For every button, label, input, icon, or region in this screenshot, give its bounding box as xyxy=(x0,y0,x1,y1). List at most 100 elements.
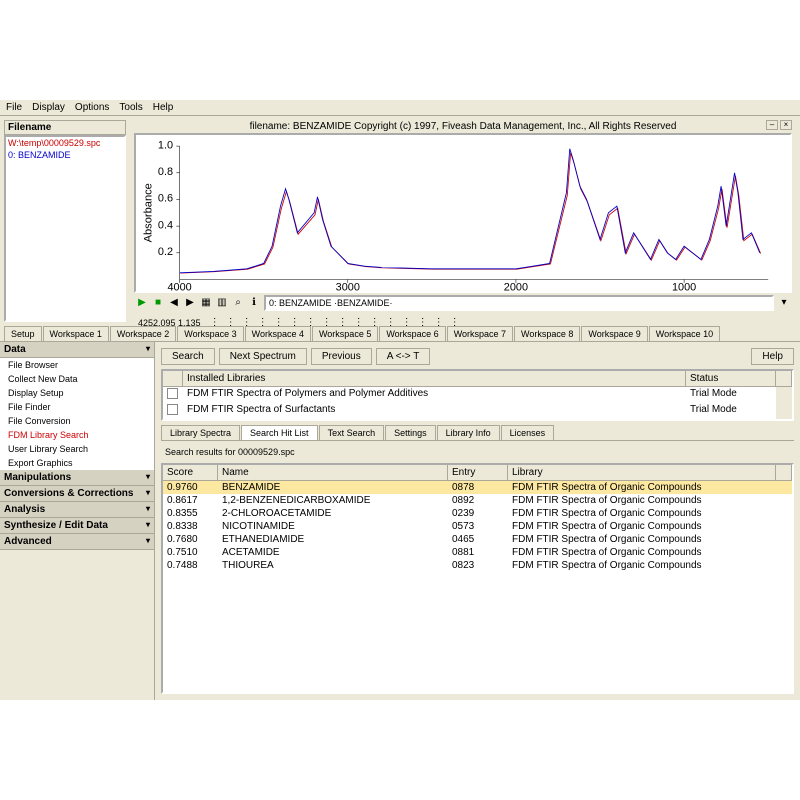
filelist-title: Filename xyxy=(4,120,126,135)
app-window: File Display Options Tools Help Filename W:\… xyxy=(0,100,800,700)
sidebar-item[interactable]: Export Graphics xyxy=(0,456,154,470)
results-header-name[interactable]: Name xyxy=(218,465,448,480)
svg-text:4000: 4000 xyxy=(167,282,191,291)
menu-tools[interactable]: Tools xyxy=(119,102,142,113)
inner-tab-settings[interactable]: Settings xyxy=(385,425,436,440)
inner-tabs: Library SpectraSearch Hit ListText Searc… xyxy=(161,425,794,441)
inner-tab-library-spectra[interactable]: Library Spectra xyxy=(161,425,240,440)
sidebar-section-manipulations[interactable]: Manipulations xyxy=(0,470,154,486)
menu-file[interactable]: File xyxy=(6,102,22,113)
main-panel: SearchNext SpectrumPreviousA <-> T Help I… xyxy=(155,342,800,700)
menubar: File Display Options Tools Help xyxy=(0,100,800,116)
tab-setup[interactable]: Setup xyxy=(4,326,42,341)
sidebar-item[interactable]: FDM Library Search xyxy=(0,428,154,442)
sidebar-section-data[interactable]: Data xyxy=(0,342,154,358)
sidebar-section-conversions-corrections[interactable]: Conversions & Corrections xyxy=(0,486,154,502)
previous-button[interactable]: Previous xyxy=(311,348,372,365)
filelist-panel: Filename W:\temp\00009529.spc0: BENZAMID… xyxy=(0,116,130,326)
workspace-tabs: SetupWorkspace 1Workspace 2Workspace 3Wo… xyxy=(0,326,800,342)
sidebar-item[interactable]: Collect New Data xyxy=(0,372,154,386)
tab-workspace-5[interactable]: Workspace 5 xyxy=(312,326,378,341)
result-row[interactable]: 0.7680ETHANEDIAMIDE0465FDM FTIR Spectra … xyxy=(163,533,792,546)
sidebar-item[interactable]: File Finder xyxy=(0,400,154,414)
lib-header-status[interactable]: Status xyxy=(686,371,776,386)
svg-text:0.4: 0.4 xyxy=(158,219,173,231)
zoom-icon[interactable]: ⌕ xyxy=(230,295,246,311)
tab-workspace-3[interactable]: Workspace 3 xyxy=(177,326,243,341)
inner-tab-text-search[interactable]: Text Search xyxy=(319,425,385,440)
sidebar-section-analysis[interactable]: Analysis xyxy=(0,502,154,518)
tab-workspace-9[interactable]: Workspace 9 xyxy=(581,326,647,341)
svg-text:2000: 2000 xyxy=(504,282,528,291)
result-row[interactable]: 0.7510ACETAMIDE0881FDM FTIR Spectra of O… xyxy=(163,546,792,559)
dropdown-icon[interactable]: ▾ xyxy=(776,295,792,311)
file-item[interactable]: W:\temp\00009529.spc xyxy=(6,137,124,149)
lower-pane: DataFile BrowserCollect New DataDisplay … xyxy=(0,342,800,700)
sidebar-item[interactable]: File Conversion xyxy=(0,414,154,428)
svg-text:1000: 1000 xyxy=(672,282,696,291)
next-icon[interactable]: ▶ xyxy=(182,295,198,311)
chart-close-icon[interactable]: × xyxy=(780,120,792,130)
sidebar-section-advanced[interactable]: Advanced xyxy=(0,534,154,550)
result-row[interactable]: 0.7488THIOUREA0823FDM FTIR Spectra of Or… xyxy=(163,559,792,572)
svg-text:Absorbance: Absorbance xyxy=(142,183,154,242)
prev-icon[interactable]: ◀ xyxy=(166,295,182,311)
help-button[interactable]: Help xyxy=(751,348,794,365)
stop-icon[interactable]: ■ xyxy=(150,295,166,311)
result-row[interactable]: 0.8338NICOTINAMIDE0573FDM FTIR Spectra o… xyxy=(163,520,792,533)
tab-workspace-10[interactable]: Workspace 10 xyxy=(649,326,720,341)
result-row[interactable]: 0.86171,2-BENZENEDICARBOXAMIDE0892FDM FT… xyxy=(163,494,792,507)
chart-minimize-icon[interactable]: – xyxy=(766,120,778,130)
next-spectrum-button[interactable]: Next Spectrum xyxy=(219,348,307,365)
menu-options[interactable]: Options xyxy=(75,102,109,113)
results-header-entry[interactable]: Entry xyxy=(448,465,508,480)
upper-pane: Filename W:\temp\00009529.spc0: BENZAMID… xyxy=(0,116,800,326)
filelist[interactable]: W:\temp\00009529.spc0: BENZAMIDE xyxy=(4,135,126,322)
result-row[interactable]: 0.83552-CHLOROACETAMIDE0239FDM FTIR Spec… xyxy=(163,507,792,520)
search-button[interactable]: Search xyxy=(161,348,215,365)
svg-text:0.2: 0.2 xyxy=(158,246,173,258)
inner-tab-search-hit-list[interactable]: Search Hit List xyxy=(241,425,318,440)
a-t-button[interactable]: A <-> T xyxy=(376,348,431,365)
sidebar-item[interactable]: User Library Search xyxy=(0,442,154,456)
results-table: Score Name Entry Library 0.9760BENZAMIDE… xyxy=(161,463,794,694)
library-row[interactable]: FDM FTIR Spectra of Polymers and Polymer… xyxy=(163,387,792,403)
sidebar: DataFile BrowserCollect New DataDisplay … xyxy=(0,342,155,700)
file-item[interactable]: 0: BENZAMIDE xyxy=(6,149,124,161)
inner-tab-library-info[interactable]: Library Info xyxy=(437,425,500,440)
palette-icon[interactable]: ▦ xyxy=(198,295,214,311)
tab-workspace-7[interactable]: Workspace 7 xyxy=(447,326,513,341)
tab-workspace-2[interactable]: Workspace 2 xyxy=(110,326,176,341)
chart-area: filename: BENZAMIDE Copyright (c) 1997, … xyxy=(130,116,800,326)
tab-workspace-8[interactable]: Workspace 8 xyxy=(514,326,580,341)
play-icon[interactable]: ▶ xyxy=(134,295,150,311)
library-row[interactable]: FDM FTIR Spectra of SurfactantsTrial Mod… xyxy=(163,403,792,419)
chart-title: filename: BENZAMIDE Copyright (c) 1997, … xyxy=(250,121,677,132)
grid-icon[interactable]: ▥ xyxy=(214,295,230,311)
svg-text:3000: 3000 xyxy=(336,282,360,291)
results-header-library[interactable]: Library xyxy=(508,465,776,480)
toolbar-row-1: ▶■◀▶▦▥⌕ℹ 0: BENZAMIDE ·BENZAMIDE· ▾ xyxy=(134,293,792,313)
menu-display[interactable]: Display xyxy=(32,102,65,113)
results-label: Search results for 00009529.spc xyxy=(161,445,794,459)
action-buttons: SearchNext SpectrumPreviousA <-> T Help xyxy=(161,348,794,365)
lib-header-name[interactable]: Installed Libraries xyxy=(183,371,686,386)
tab-workspace-6[interactable]: Workspace 6 xyxy=(379,326,445,341)
tab-workspace-1[interactable]: Workspace 1 xyxy=(43,326,109,341)
tab-workspace-4[interactable]: Workspace 4 xyxy=(245,326,311,341)
svg-text:0.8: 0.8 xyxy=(158,166,173,178)
sidebar-item[interactable]: File Browser xyxy=(0,358,154,372)
spectrum-chart[interactable]: 40003000200010000.20.40.60.81.0Absorbanc… xyxy=(134,133,792,293)
current-file-field[interactable]: 0: BENZAMIDE ·BENZAMIDE· xyxy=(264,295,774,311)
sidebar-section-synthesize-edit-data[interactable]: Synthesize / Edit Data xyxy=(0,518,154,534)
library-checkbox[interactable] xyxy=(167,388,178,399)
menu-help[interactable]: Help xyxy=(153,102,174,113)
inner-tab-licenses[interactable]: Licenses xyxy=(501,425,555,440)
library-checkbox[interactable] xyxy=(167,404,178,415)
libraries-table: Installed Libraries Status FDM FTIR Spec… xyxy=(161,369,794,421)
sidebar-item[interactable]: Display Setup xyxy=(0,386,154,400)
svg-text:0.6: 0.6 xyxy=(158,193,173,205)
result-row[interactable]: 0.9760BENZAMIDE0878FDM FTIR Spectra of O… xyxy=(163,481,792,494)
info-icon[interactable]: ℹ xyxy=(246,295,262,311)
results-header-score[interactable]: Score xyxy=(163,465,218,480)
